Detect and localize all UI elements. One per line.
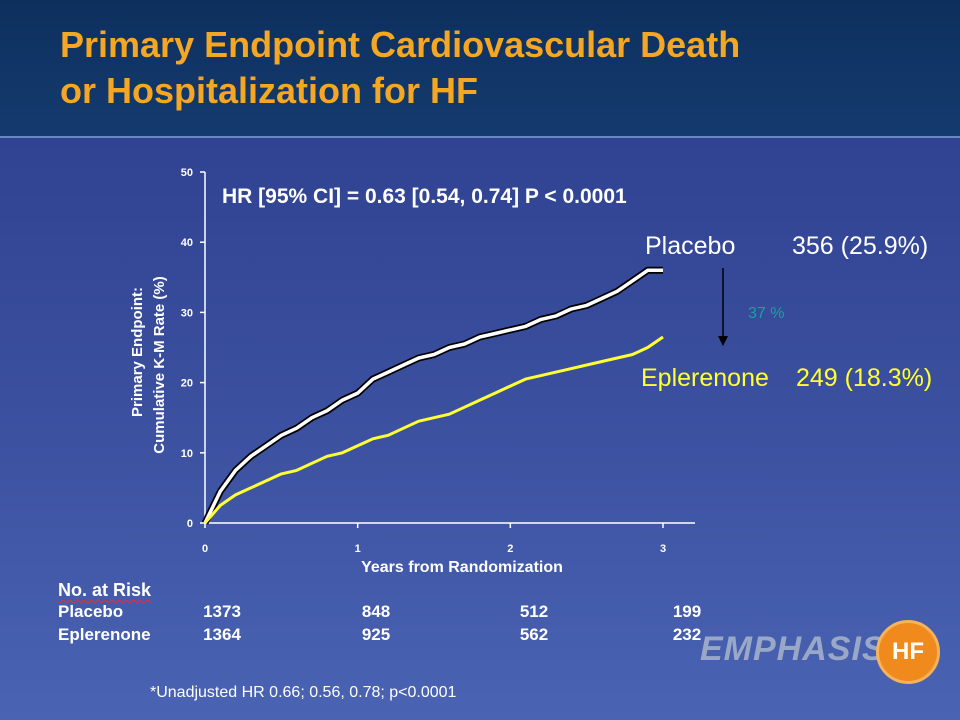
y-tick-label: 20 <box>181 378 193 390</box>
eplerenone-series-name: Eplerenone <box>641 364 769 392</box>
y-tick-label: 0 <box>187 518 193 530</box>
y-tick-label: 10 <box>181 448 193 460</box>
reduction-arrow-head <box>718 336 728 346</box>
placebo-curve-outline <box>201 266 663 525</box>
hazard-ratio-text: HR [95% CI] = 0.63 [0.54, 0.74] P < 0.00… <box>222 185 627 208</box>
emphasis-logo-text: EMPHASIS <box>700 630 886 668</box>
at-risk-placebo-label: Placebo <box>58 602 124 621</box>
at-risk-placebo-value: 1373 <box>203 602 241 621</box>
x-axis-label: Years from Randomization <box>361 559 563 576</box>
at-risk-placebo-value: 512 <box>519 602 549 621</box>
x-tick-label: 1 <box>355 543 361 555</box>
at-risk-eplerenone-value: 562 <box>519 625 549 644</box>
title-banner: Primary Endpoint Cardiovascular Death or… <box>0 0 960 138</box>
slide-title: Primary Endpoint Cardiovascular Death or… <box>60 24 741 111</box>
x-tick-label: 3 <box>660 543 666 555</box>
hf-logo-badge: HF <box>876 620 940 684</box>
y-axis-label-line2: Cumulative K-M Rate (%) <box>151 276 168 454</box>
reduction-percent-label: 37 % <box>748 305 784 322</box>
footnote: *Unadjusted HR 0.66; 0.56, 0.78; p<0.000… <box>150 684 457 701</box>
chart-labels: Years from Randomization Primary Endpoint… <box>129 185 932 576</box>
placebo-series-name: Placebo <box>645 232 735 260</box>
at-risk-eplerenone-value: 232 <box>672 625 702 644</box>
y-axis-label-line1: Primary Endpoint: <box>129 287 146 417</box>
y-tick-label: 30 <box>181 307 193 319</box>
x-tick-label: 2 <box>507 543 513 555</box>
y-tick-label: 40 <box>181 237 193 249</box>
at-risk-placebo-value: 848 <box>361 602 391 621</box>
chart-axes: 0 10 20 30 40 50 0 1 2 3 <box>181 167 695 555</box>
y-tick-label: 50 <box>181 167 193 179</box>
at-risk-eplerenone-label: Eplerenone <box>58 625 151 644</box>
chart-curves <box>201 266 664 525</box>
eplerenone-curve <box>203 335 664 524</box>
at-risk-eplerenone-value: 1364 <box>203 625 241 644</box>
at-risk-eplerenone-value: 925 <box>361 625 391 644</box>
at-risk-title: No. at Risk <box>58 580 152 600</box>
eplerenone-series-result: 249 (18.3%) <box>796 364 932 392</box>
x-tick-label: 0 <box>202 543 208 555</box>
placebo-series-result: 356 (25.9%) <box>792 232 928 260</box>
placebo-curve <box>203 268 663 524</box>
at-risk-placebo-value: 199 <box>672 602 702 621</box>
